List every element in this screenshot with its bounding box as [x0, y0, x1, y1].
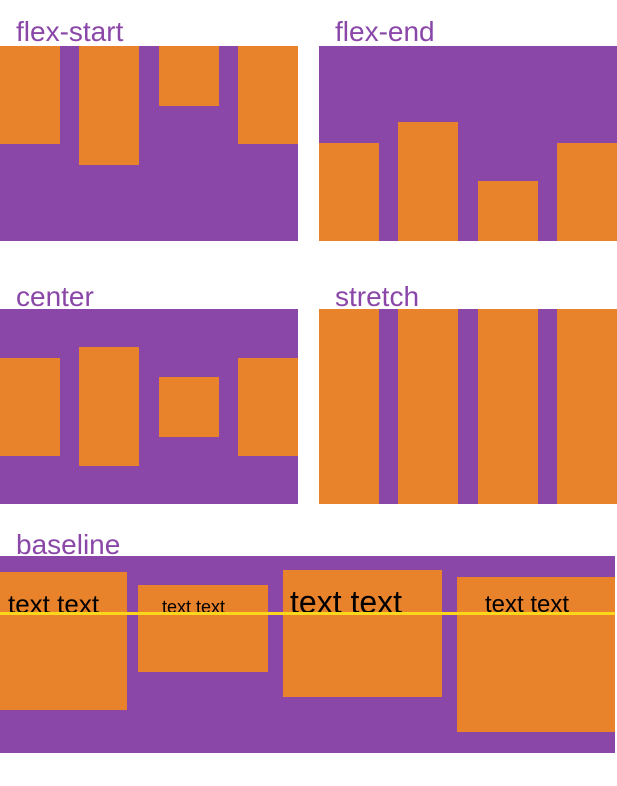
flex-item-text: text text: [457, 577, 615, 732]
flex-item: [319, 309, 379, 504]
flex-item: [398, 309, 459, 504]
item-text: text text: [162, 597, 226, 617]
flex-item: [79, 347, 140, 466]
flex-item: [0, 46, 60, 144]
flex-item: [477, 309, 538, 504]
panel-label-flex-start: flex-start: [16, 16, 124, 47]
flex-item: [477, 181, 538, 241]
flex-item-text: text text: [283, 570, 442, 697]
panel-label-flex-end: flex-end: [335, 16, 435, 47]
flex-container-center: [0, 309, 298, 504]
flex-item: [0, 357, 60, 456]
baseline-indicator-line: [0, 612, 615, 615]
flex-item: [237, 357, 298, 456]
item-text: text text: [485, 591, 570, 618]
panel-label-stretch: stretch: [335, 281, 420, 312]
flex-item: [319, 143, 379, 241]
flex-container-baseline: text text text text text text text text: [0, 556, 615, 753]
item-text: text text: [290, 584, 403, 620]
item-text: text text: [8, 589, 100, 619]
panel-label-center: center: [16, 281, 94, 312]
flex-container-flex-start: [0, 46, 298, 241]
flex-item: [556, 143, 617, 241]
flex-item: [158, 46, 219, 106]
flex-item-text: text text: [0, 572, 127, 710]
flex-item: [237, 46, 298, 144]
panel-label-baseline: baseline: [16, 529, 121, 560]
flex-item: [556, 309, 617, 504]
flex-item-text: text text: [138, 585, 268, 672]
flex-container-flex-end: [319, 46, 617, 241]
flex-item: [398, 122, 459, 241]
flex-item: [158, 376, 219, 437]
flex-item: [79, 46, 140, 165]
flex-container-stretch: [319, 309, 617, 504]
